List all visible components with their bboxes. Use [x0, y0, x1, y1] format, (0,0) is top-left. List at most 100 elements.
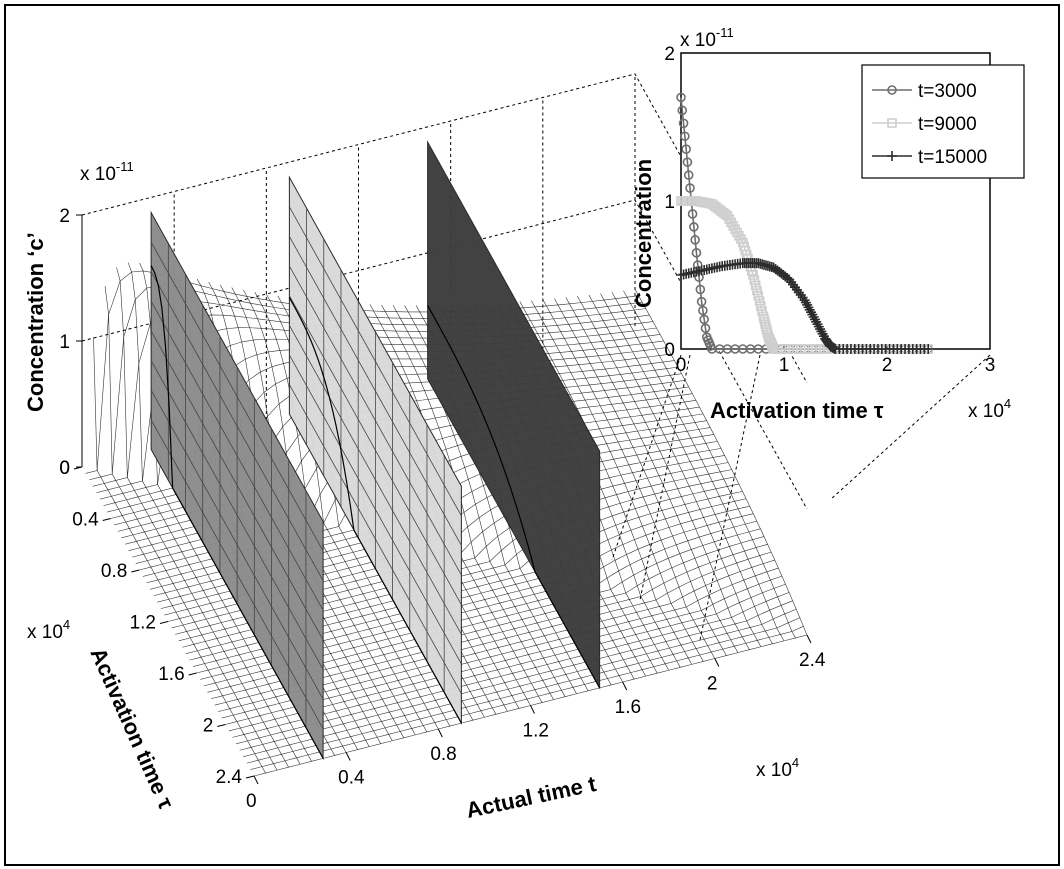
- inset-y-tick-label: 1: [664, 192, 675, 213]
- mesh-line-t: [565, 297, 739, 653]
- data-point: [682, 157, 693, 167]
- mesh-line-t: [254, 291, 428, 733]
- data-point: [748, 270, 758, 280]
- x-tick-label: 2: [707, 674, 718, 695]
- series-t=15000: [676, 258, 934, 354]
- leader-line: [829, 354, 991, 501]
- slice-grid: [289, 295, 462, 605]
- inset-y-tick-label: 2: [664, 44, 675, 65]
- y-tick-mark: [102, 518, 111, 521]
- inset-y-exponent-label: x 10-11: [680, 25, 734, 51]
- mesh-line-t: [392, 305, 566, 697]
- data-point: [677, 105, 688, 116]
- y-tick-mark: [188, 672, 197, 676]
- slice-grid: [427, 260, 600, 570]
- y-tick-label: 0.8: [101, 561, 127, 582]
- inset-x-exponent-label: x 104: [968, 396, 1011, 422]
- inset-series: [676, 92, 934, 354]
- data-point: [754, 296, 765, 306]
- legend-marker: [887, 151, 897, 161]
- slice-grid: [427, 230, 600, 541]
- slice-curve: [427, 305, 601, 689]
- z-tick-label: 1: [59, 332, 70, 353]
- data-point: [692, 260, 703, 270]
- x-exponent-label: x 104: [756, 755, 799, 781]
- mesh-line-t: [116, 267, 289, 768]
- z-tick-label: 0: [59, 458, 70, 479]
- slice-grid: [289, 354, 462, 665]
- leader-line: [611, 354, 682, 561]
- y-tick-label: 0.4: [72, 510, 99, 531]
- x-tick-mark: [437, 728, 443, 738]
- legend-marker: [887, 118, 897, 128]
- slice-grid: [427, 171, 600, 481]
- mesh-line-t: [600, 293, 773, 644]
- inset-x-tick-label: 3: [985, 355, 996, 376]
- mesh-line-t: [243, 289, 416, 736]
- slice-planes: [150, 140, 601, 761]
- data-point: [681, 144, 691, 154]
- slice-grid: [150, 330, 324, 641]
- mesh-line-t: [531, 300, 704, 662]
- y-tick-mark: [159, 621, 169, 624]
- data-point: [683, 170, 694, 180]
- y-tick-label: 0: [59, 458, 70, 479]
- slice-curve: [150, 265, 324, 759]
- inset-ticks: 0 1 2 3 0 1 2: [664, 44, 995, 376]
- slice-grid: [289, 265, 462, 576]
- y-tick-label: 1.6: [158, 664, 184, 685]
- y-tick-label: 2.4: [216, 767, 243, 788]
- x-tick-mark: [345, 752, 351, 761]
- data-point: [756, 301, 766, 311]
- z-exponent-label: x 10-11: [80, 159, 134, 185]
- y-tick-label: 1.2: [130, 613, 156, 634]
- x-tick-label: 2.4: [799, 650, 826, 671]
- mesh-line-t: [93, 337, 266, 774]
- x-tick-label: 0.8: [430, 744, 456, 765]
- data-point: [695, 284, 706, 295]
- data-point: [699, 314, 709, 325]
- data-point: [687, 209, 698, 219]
- slice-grid: [289, 384, 462, 694]
- data-point: [752, 285, 762, 296]
- mesh-line-t: [634, 289, 808, 636]
- data-point: [698, 305, 708, 316]
- slice-grid: [150, 389, 324, 700]
- slice-grid: [427, 319, 600, 629]
- legend-marker: [887, 85, 897, 95]
- inset-x-axis-label: Activation time τ: [710, 398, 884, 423]
- slice-grid: [150, 360, 324, 670]
- inset-plot: 0 1 2 3 0 1 2 t=3000 t=9000 t=15000 x 10-11 x 10…: [611, 25, 1025, 641]
- z-axis-label: Concentration ‘c’: [23, 232, 48, 412]
- legend-box: [861, 64, 1025, 179]
- x-tick-mark: [530, 705, 535, 714]
- data-point: [749, 275, 760, 285]
- data-point: [676, 92, 686, 103]
- legend-label: t=15000: [918, 147, 987, 168]
- legend-label: t=9000: [918, 114, 977, 135]
- mesh-line-t: [127, 262, 301, 765]
- mesh-line-t: [623, 290, 796, 639]
- legend: t=3000 t=9000 t=15000: [861, 64, 1025, 179]
- data-point: [689, 222, 699, 232]
- inset-y-axis-label: Concentration: [631, 159, 656, 308]
- leader-line: [699, 354, 761, 641]
- x-tick-label: 0.4: [338, 768, 365, 789]
- x-tick-label: 1.2: [523, 721, 549, 742]
- slice-grid: [150, 301, 324, 611]
- mesh-line-t: [554, 298, 727, 656]
- slice-grid: [289, 236, 462, 546]
- z-tick-label: 2: [59, 206, 70, 227]
- mesh-line-t: [381, 304, 554, 700]
- slice-curve: [288, 297, 462, 724]
- y-tick-mark: [131, 569, 140, 573]
- inset-x-tick-label: 0: [676, 355, 687, 376]
- data-point: [691, 248, 702, 258]
- y-tick-mark: [245, 775, 255, 779]
- inset-leader-lines: [611, 354, 991, 641]
- mesh-line-t: [139, 262, 312, 762]
- y-exponent-label: x 104: [27, 617, 70, 643]
- x-tick-label: 0: [246, 791, 257, 812]
